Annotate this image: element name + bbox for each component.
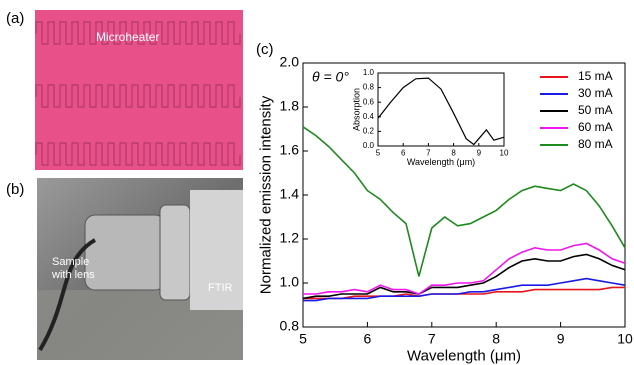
- panel-label: (b): [6, 181, 24, 198]
- x-axis-label: Wavelength (μm): [407, 347, 521, 364]
- x-tick-label: 7: [426, 148, 431, 157]
- y-tick-label: 2.0: [280, 54, 300, 70]
- data-line: [377, 77, 505, 146]
- annotation: θ = 0°: [312, 69, 349, 85]
- legend-label: 80 mA: [578, 137, 613, 151]
- data-line: [303, 277, 626, 302]
- serpentine: [35, 21, 241, 166]
- y-tick-label: 0.6: [363, 97, 375, 106]
- data-line: [302, 126, 626, 277]
- data-line: [302, 253, 626, 300]
- y-axis-label: Absorption: [352, 88, 362, 131]
- cable: [38, 238, 97, 352]
- x-tick-label: 8: [451, 148, 456, 157]
- x-tick-label: 8: [492, 330, 500, 346]
- image-label: Microheater: [96, 30, 159, 44]
- x-axis-label: Wavelength (μm): [407, 157, 475, 167]
- y-axis-label: Normalized emission intensity: [258, 95, 275, 294]
- x-tick-label: 5: [376, 148, 381, 157]
- data-line: [303, 242, 626, 295]
- x-tick-label: 5: [299, 330, 307, 346]
- y-tick-label: 0.8: [363, 83, 375, 92]
- y-tick-label: 1.0: [363, 68, 375, 77]
- y-tick-label: 1.2: [280, 230, 300, 246]
- legend-label: 60 mA: [578, 120, 613, 134]
- heater-trace: [35, 21, 241, 45]
- y-tick-label: 1.6: [280, 142, 300, 158]
- data-line: [303, 286, 625, 300]
- x-tick-label: 7: [428, 330, 436, 346]
- ftir-body: [190, 190, 243, 310]
- panel-label: (a): [6, 10, 24, 27]
- panel-label: (c): [256, 41, 274, 58]
- y-tick-label: 0.2: [363, 127, 375, 136]
- y-tick-label: 0.8: [280, 318, 300, 334]
- legend-label: 15 mA: [578, 69, 613, 83]
- plot-frame: [377, 72, 505, 147]
- x-tick-label: 9: [477, 148, 482, 157]
- y-tick-label: 0.4: [363, 112, 375, 121]
- x-tick-label: 10: [500, 148, 509, 157]
- image-label: Sample: [52, 256, 89, 268]
- y-tick-label: 0.0: [363, 141, 375, 150]
- heater-trace: [35, 84, 241, 108]
- heater-trace: [35, 142, 241, 166]
- y-tick-label: 1.0: [280, 274, 300, 290]
- legend-label: 30 mA: [578, 86, 613, 100]
- lens-mount: [159, 204, 191, 301]
- image-label: with lens: [51, 269, 95, 281]
- x-tick-label: 9: [557, 330, 565, 346]
- x-tick-label: 10: [617, 330, 633, 346]
- x-tick-label: 6: [401, 148, 406, 157]
- chart: 5 6 7 8 9 10 0.8 1.0 1.2 1.4 1.6 1.8 2.0 Wavelength (…: [258, 54, 633, 365]
- legend-label: 50 mA: [578, 103, 613, 117]
- sample-holder: [84, 214, 166, 291]
- y-tick-label: 1.4: [280, 186, 300, 202]
- x-tick-label: 6: [364, 330, 372, 346]
- y-tick-label: 1.8: [280, 98, 300, 114]
- image-label: FTIR: [208, 282, 232, 294]
